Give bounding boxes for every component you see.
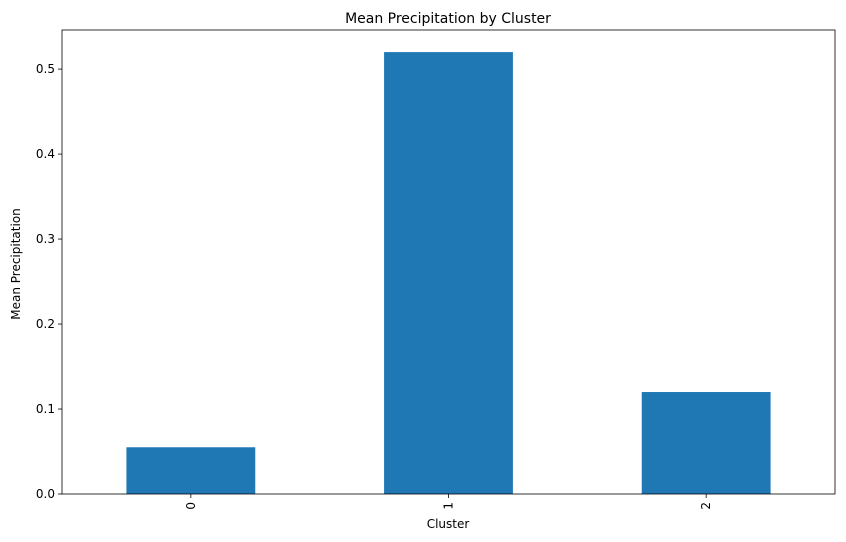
x-tick-label: 0 — [184, 502, 198, 510]
x-tick-label: 1 — [442, 502, 456, 510]
bars-group — [126, 52, 771, 494]
x-axis-ticks: 0 1 2 — [184, 494, 713, 510]
y-tick-label: 0.4 — [36, 147, 55, 161]
bar-cluster-0 — [126, 447, 256, 494]
x-axis-label: Cluster — [427, 517, 470, 531]
chart-title: Mean Precipitation by Cluster — [345, 11, 551, 27]
y-tick-label: 0.3 — [36, 232, 55, 246]
y-tick-label: 0.2 — [36, 317, 55, 331]
x-tick-label: 2 — [699, 502, 713, 510]
y-tick-label: 0.1 — [36, 402, 55, 416]
y-tick-label: 0.5 — [36, 62, 55, 76]
y-tick-label: 0.0 — [36, 487, 55, 501]
bar-cluster-2 — [641, 392, 771, 494]
plot-area-frame — [61, 29, 836, 495]
y-axis-ticks: 0.0 0.1 0.2 0.3 0.4 0.5 — [36, 62, 62, 501]
y-axis-label: Mean Precipitation — [9, 208, 23, 320]
bar-cluster-1 — [384, 52, 513, 494]
